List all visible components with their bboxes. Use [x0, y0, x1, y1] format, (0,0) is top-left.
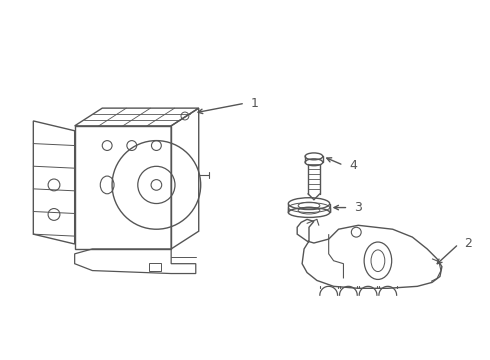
- Text: 2: 2: [465, 238, 472, 251]
- Text: 3: 3: [354, 201, 362, 214]
- Text: 4: 4: [349, 159, 357, 172]
- Text: 1: 1: [251, 97, 259, 110]
